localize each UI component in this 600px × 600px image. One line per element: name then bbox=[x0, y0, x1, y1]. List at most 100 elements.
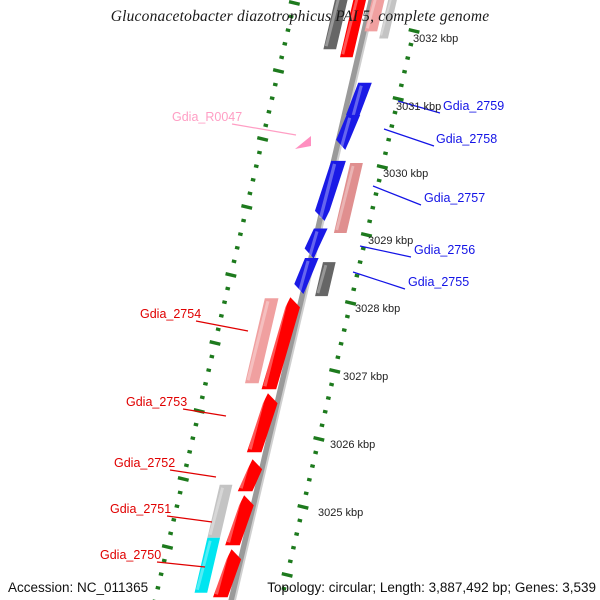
gene-feature[interactable] bbox=[323, 0, 352, 50]
minor-tick bbox=[168, 531, 174, 536]
major-tick bbox=[272, 68, 285, 74]
minor-tick bbox=[253, 164, 259, 169]
major-tick bbox=[177, 476, 190, 482]
genome-backbone bbox=[228, 0, 376, 600]
scale-tick-label: 3026 kbp bbox=[330, 439, 376, 451]
genome-summary-status: Topology: circular; Length: 3,887,492 bp… bbox=[267, 580, 596, 595]
gene-highlight bbox=[316, 264, 328, 294]
gene-feature[interactable] bbox=[225, 495, 254, 546]
gene-label-gdia_2752[interactable]: Gdia_2752 bbox=[114, 456, 176, 470]
gene-feature[interactable] bbox=[304, 228, 328, 259]
label-leader-line bbox=[195, 320, 249, 332]
minor-tick bbox=[209, 354, 215, 359]
gene-feature[interactable] bbox=[213, 549, 242, 598]
major-tick bbox=[328, 367, 341, 374]
gene-highlight bbox=[263, 299, 288, 387]
gene-highlight bbox=[239, 461, 251, 489]
gene-feature[interactable] bbox=[245, 298, 279, 384]
label-leader-line bbox=[372, 185, 422, 206]
gene-label-gdia_2751[interactable]: Gdia_2751 bbox=[110, 502, 172, 516]
gene-highlight bbox=[318, 163, 337, 219]
minor-tick bbox=[370, 205, 376, 210]
major-tick bbox=[313, 435, 325, 442]
gene-feature[interactable] bbox=[336, 114, 361, 150]
scale-tick-label: 3031 kbp bbox=[396, 101, 442, 113]
minor-tick bbox=[309, 464, 316, 469]
major-tick bbox=[392, 95, 404, 102]
major-tick bbox=[344, 299, 357, 306]
minor-tick bbox=[272, 82, 278, 87]
minor-tick bbox=[155, 585, 161, 590]
minor-tick bbox=[392, 110, 398, 115]
minor-tick bbox=[174, 504, 180, 509]
gene-label-gdia_2759[interactable]: Gdia_2759 bbox=[443, 99, 505, 113]
minor-tick bbox=[266, 109, 272, 114]
minor-tick bbox=[190, 436, 196, 441]
minor-tick bbox=[202, 381, 209, 386]
minor-tick bbox=[263, 123, 269, 128]
major-tick bbox=[241, 204, 253, 210]
minor-tick bbox=[297, 518, 303, 523]
gene-highlight bbox=[308, 231, 319, 256]
gene-feature[interactable] bbox=[333, 162, 363, 233]
minor-tick bbox=[335, 355, 341, 360]
gene-highlight bbox=[246, 300, 270, 381]
minor-tick bbox=[294, 532, 300, 537]
gene-feature[interactable] bbox=[207, 484, 233, 538]
minor-tick bbox=[281, 586, 287, 591]
gene-label-gdia_2758[interactable]: Gdia_2758 bbox=[436, 132, 498, 146]
gene-highlight bbox=[341, 0, 359, 55]
minor-tick bbox=[187, 449, 193, 454]
minor-tick bbox=[206, 368, 212, 373]
gene-highlight bbox=[248, 395, 266, 450]
minor-tick bbox=[373, 192, 379, 197]
gene-label-gdia_2757[interactable]: Gdia_2757 bbox=[424, 191, 486, 205]
leader-lines bbox=[156, 100, 441, 568]
minor-tick bbox=[303, 491, 309, 496]
label-leader-line bbox=[359, 245, 412, 258]
minor-tick bbox=[225, 286, 231, 291]
minor-tick bbox=[288, 14, 294, 19]
gene-feature[interactable] bbox=[364, 0, 387, 32]
major-tick bbox=[297, 503, 309, 510]
minor-tick bbox=[398, 83, 404, 88]
gene-highlight bbox=[208, 487, 224, 536]
gene-feature[interactable] bbox=[294, 258, 319, 294]
gene-feature[interactable] bbox=[346, 82, 372, 125]
minor-tick bbox=[158, 572, 164, 577]
gene-feature[interactable] bbox=[315, 262, 336, 297]
label-leader-line bbox=[397, 100, 441, 114]
gene-feature[interactable] bbox=[379, 0, 398, 39]
gene-feature[interactable] bbox=[314, 160, 346, 221]
gene-label-gdia_2754[interactable]: Gdia_2754 bbox=[140, 307, 202, 321]
minor-tick bbox=[313, 450, 319, 455]
gene-feature[interactable] bbox=[339, 0, 369, 58]
gene-feature[interactable] bbox=[246, 393, 278, 453]
scale-tick-label: 3025 kbp bbox=[318, 507, 364, 519]
gene-highlight bbox=[324, 0, 340, 47]
accession-status: Accession: NC_011365 bbox=[8, 580, 149, 595]
gene-label-gdia_r0047[interactable]: Gdia_R0047 bbox=[172, 110, 243, 124]
gene-feature[interactable] bbox=[194, 537, 221, 593]
gene-label-gdia_2753[interactable]: Gdia_2753 bbox=[126, 395, 188, 409]
minor-tick bbox=[285, 28, 291, 33]
rna-marker[interactable] bbox=[295, 136, 311, 149]
gene-highlight bbox=[380, 0, 392, 36]
minor-tick bbox=[290, 545, 297, 550]
backbone-highlight bbox=[233, 0, 377, 600]
gene-highlight bbox=[335, 165, 355, 231]
minor-tick bbox=[325, 396, 331, 401]
major-tick bbox=[360, 231, 373, 238]
gene-label-gdia_2750[interactable]: Gdia_2750 bbox=[100, 548, 162, 562]
gene-feature[interactable] bbox=[237, 459, 263, 492]
minor-tick bbox=[344, 314, 350, 319]
minor-tick bbox=[376, 178, 382, 183]
label-leader-line bbox=[169, 469, 217, 478]
minor-tick bbox=[171, 517, 177, 522]
gene-feature[interactable] bbox=[261, 297, 300, 390]
gene-label-gdia_2756[interactable]: Gdia_2756 bbox=[414, 243, 476, 257]
gene-label-gdia_2755[interactable]: Gdia_2755 bbox=[408, 275, 470, 289]
minor-tick bbox=[231, 259, 237, 264]
